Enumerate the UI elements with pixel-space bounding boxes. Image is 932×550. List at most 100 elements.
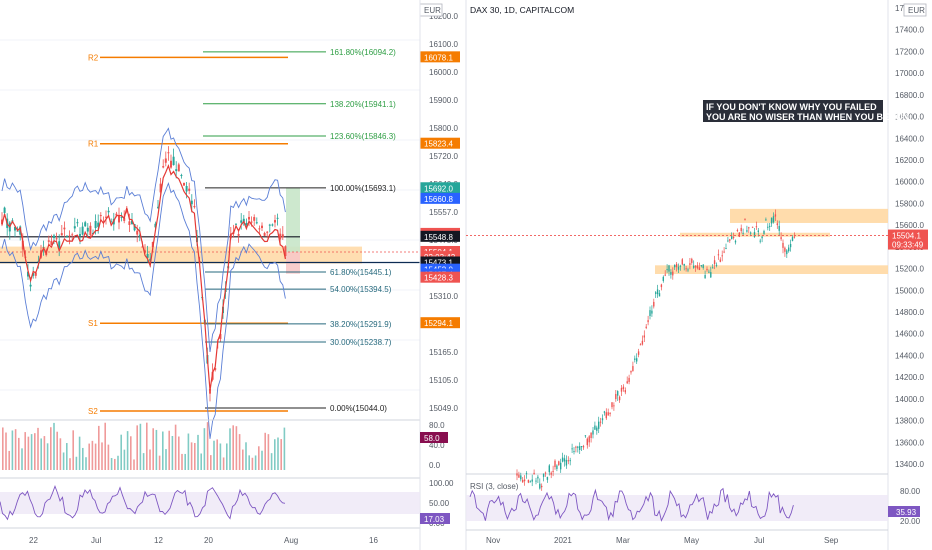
volume-bar: [37, 427, 39, 470]
volume-bar: [219, 443, 222, 470]
fib-label: 0.00%(15044.0): [330, 404, 387, 413]
volume-bar: [2, 427, 4, 470]
volume-bar: [283, 427, 286, 470]
candle-body: [599, 421, 602, 423]
candle-body: [525, 473, 528, 475]
rsi-line: [0, 485, 286, 521]
candle-body: [579, 446, 581, 450]
candle-body: [63, 227, 66, 230]
price-axis-label: 13400.0: [895, 460, 924, 469]
candle-body: [717, 254, 720, 256]
candle-body: [639, 344, 642, 346]
volume-bar: [98, 425, 100, 470]
candle-body: [653, 301, 655, 307]
candle-body: [133, 224, 136, 231]
volume-bar: [216, 439, 218, 470]
candle-body: [655, 292, 657, 294]
candle-body: [34, 272, 37, 276]
candle-body: [704, 275, 706, 279]
candle-body: [172, 156, 175, 166]
candle-body: [248, 216, 250, 220]
rsi-band: [0, 492, 420, 514]
candle-body: [691, 258, 693, 263]
candle-body: [672, 271, 674, 276]
candle-body: [763, 230, 765, 234]
candle-body: [144, 250, 146, 253]
price-axis-label: 15310.0: [429, 292, 458, 301]
time-axis-label: 12: [154, 536, 163, 545]
candle-body: [105, 216, 107, 218]
candle-body: [710, 272, 712, 278]
volume-bar: [72, 430, 74, 470]
candle-body: [577, 446, 579, 448]
candle-body: [700, 265, 702, 267]
volume-bar: [149, 449, 151, 470]
volume-bar: [46, 443, 49, 470]
volume-bar: [184, 453, 186, 470]
candle-body: [609, 413, 611, 415]
candle-body: [751, 226, 754, 228]
candle-body: [677, 266, 680, 270]
candle-body: [713, 260, 716, 265]
price-axis-label: 16400.0: [895, 134, 924, 143]
rsi-axis-label: 50.00: [429, 499, 450, 508]
candle-body: [58, 241, 61, 249]
candle-body: [66, 235, 68, 237]
price-axis-label: 16200.0: [895, 156, 924, 165]
price-axis-label: 14000.0: [895, 395, 924, 404]
candle-body: [666, 269, 668, 271]
price-axis-label: 14200.0: [895, 373, 924, 382]
quote-box: [703, 100, 883, 122]
candle-body: [580, 446, 583, 448]
volume-bar: [130, 436, 132, 470]
candle-body: [548, 465, 550, 473]
candle-body: [782, 242, 784, 248]
candle-body: [183, 182, 185, 186]
candle-body: [770, 217, 773, 224]
candle-body: [793, 236, 796, 238]
candle-body: [97, 222, 100, 227]
candle-body: [149, 258, 152, 261]
candle-body: [723, 251, 725, 253]
candle-body: [115, 213, 118, 216]
candle-body: [573, 451, 575, 453]
volume-bar: [238, 434, 241, 470]
candle-body: [276, 217, 279, 219]
pivot-label: R2: [88, 53, 99, 62]
price-axis-label: 16000.0: [429, 68, 458, 77]
currency-box[interactable]: [903, 3, 927, 17]
candle-body: [732, 237, 735, 239]
volume-bar: [43, 436, 46, 470]
candle-body: [662, 276, 664, 281]
candle-body: [679, 265, 682, 267]
candle-body: [685, 268, 687, 270]
volume-bar: [117, 455, 119, 470]
volume-bar: [78, 436, 81, 470]
candle-body: [185, 186, 188, 192]
candle-body: [791, 237, 794, 241]
price-tag-text: 15660.8: [424, 195, 453, 204]
volume-bar: [21, 448, 23, 470]
volume-bar: [270, 453, 273, 470]
volume-bar: [222, 457, 225, 470]
price-tag: [420, 256, 460, 268]
candle-body: [86, 227, 89, 232]
price-tag: [420, 230, 460, 242]
volume-bar: [62, 452, 65, 470]
candle-body: [588, 436, 590, 443]
candle-body: [3, 207, 6, 213]
time-axis-label: Nov: [486, 536, 500, 545]
time-axis-label: Jul: [754, 536, 764, 545]
candle-body: [767, 226, 769, 228]
volume-bar: [11, 430, 14, 470]
candle-body: [712, 267, 714, 269]
candle-body: [634, 358, 636, 360]
volume-bar: [235, 426, 238, 470]
price-tag-text: 16078.1: [424, 53, 453, 62]
volume-bar: [40, 438, 42, 470]
volume-tag-text: 58.0: [424, 434, 440, 443]
candle-body: [527, 479, 530, 483]
candle-body: [533, 472, 535, 475]
volume-tag: [420, 432, 448, 443]
candle-body: [658, 293, 661, 297]
